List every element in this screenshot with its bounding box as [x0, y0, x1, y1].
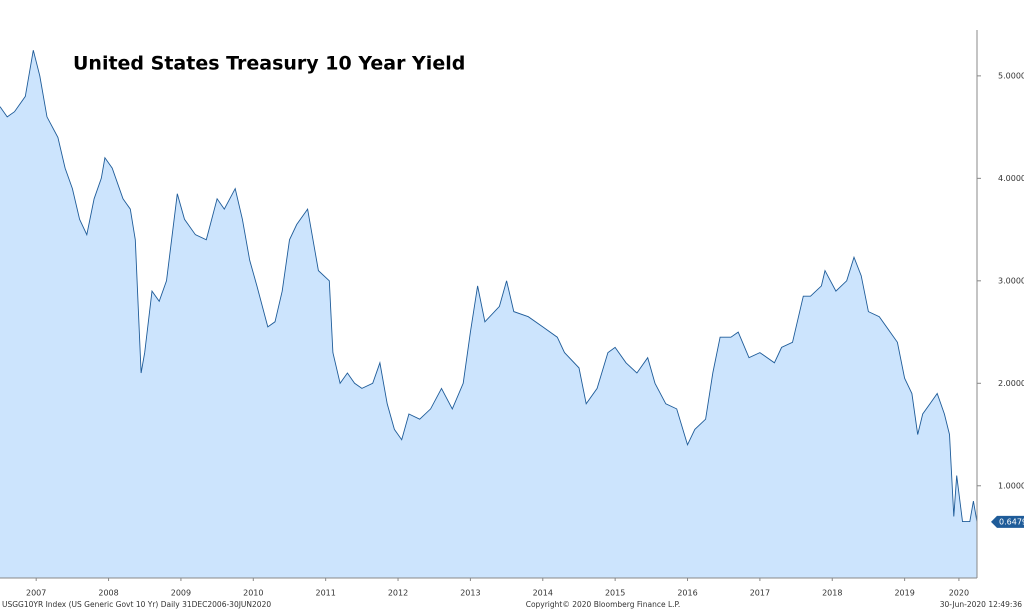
x-tick-label: 2016 [677, 589, 697, 598]
x-tick-label: 2014 [533, 589, 553, 598]
source: USGG10YR Index (US Generic Govt 10 Yr) D… [2, 600, 271, 609]
copyright: Copyright© 2020 Bloomberg Finance L.P. [526, 600, 681, 609]
y-tick-label: 4.0000 [998, 174, 1024, 183]
x-tick-label: 2007 [26, 589, 46, 598]
last-value-label: 0.6479 [999, 517, 1024, 526]
timestamp: 30-Jun-2020 12:49:36 [940, 600, 1022, 609]
x-tick-label: 2019 [894, 589, 914, 598]
x-tick-label: 2009 [171, 589, 191, 598]
y-tick-label: 1.0000 [998, 481, 1024, 490]
x-tick-label: 2017 [750, 589, 770, 598]
line [0, 50, 978, 523]
y-tick-label: 2.0000 [998, 379, 1024, 388]
y-tick-label: 5.0000 [998, 71, 1024, 80]
x-tick-label: 2012 [388, 589, 408, 598]
x-tick-label: 2013 [460, 589, 480, 598]
x-tick-label: 2011 [315, 589, 335, 598]
x-tick-label: 2015 [605, 589, 625, 598]
last-value-badge [991, 515, 1024, 528]
x-tick-label: 2018 [822, 589, 842, 598]
y-tick-label: 3.0000 [998, 276, 1024, 285]
x-tick-label: 2008 [98, 589, 118, 598]
chart-title: United States Treasury 10 Year Yield [73, 53, 465, 75]
area [0, 50, 977, 578]
x-tick-label: 2020 [949, 589, 969, 598]
x-tick-label: 2010 [243, 589, 263, 598]
